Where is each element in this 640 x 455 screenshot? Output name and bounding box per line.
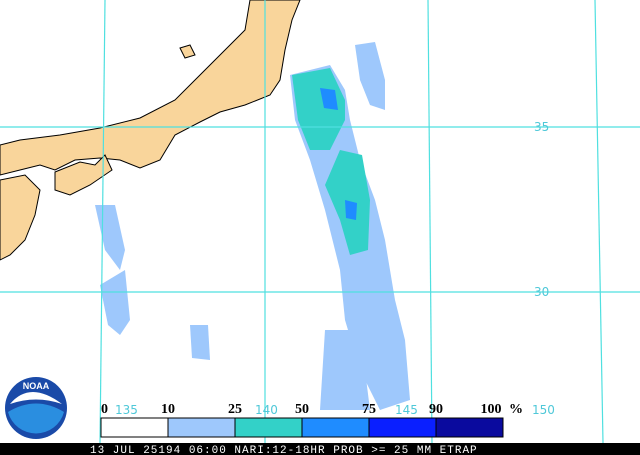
longitude-label: 140 bbox=[255, 403, 278, 417]
legend-label: 90 bbox=[429, 402, 443, 417]
longitude-label: 135 bbox=[115, 403, 138, 417]
longitude-label: 145 bbox=[395, 403, 418, 417]
legend-label: 75 bbox=[362, 402, 376, 417]
legend-label: 50 bbox=[295, 402, 309, 417]
legend-label: 100 bbox=[481, 402, 502, 417]
longitude-line bbox=[594, 0, 604, 444]
logo-text: NOAA bbox=[23, 381, 50, 391]
legend-swatch bbox=[167, 417, 236, 438]
legend-swatch bbox=[301, 417, 370, 438]
legend-swatch bbox=[100, 417, 169, 438]
footer-bar bbox=[0, 443, 640, 455]
legend-label: 10 bbox=[161, 402, 175, 417]
precipitation bbox=[95, 42, 410, 410]
longitude-line bbox=[99, 0, 106, 444]
legend-label: 25 bbox=[228, 402, 242, 417]
footer-text: 13 JUL 25194 06:00 NARI:12-18HR PROB >= … bbox=[90, 445, 478, 455]
legend: 0 10 25 50 75 90 100% bbox=[100, 402, 523, 438]
longitude-line bbox=[427, 0, 433, 444]
legend-swatch bbox=[368, 417, 437, 438]
longitude-label: 150 bbox=[532, 403, 555, 417]
legend-label: 0 bbox=[101, 402, 108, 417]
legend-swatch bbox=[435, 417, 504, 438]
latitude-label: 30 bbox=[534, 285, 549, 299]
legend-swatch bbox=[234, 417, 303, 438]
graticule: 35 30 135 140 145 150 bbox=[0, 0, 640, 444]
legend-unit: % bbox=[509, 402, 523, 417]
land bbox=[0, 0, 301, 261]
latitude-label: 35 bbox=[534, 120, 549, 134]
noaa-logo: NOAA bbox=[5, 377, 67, 439]
